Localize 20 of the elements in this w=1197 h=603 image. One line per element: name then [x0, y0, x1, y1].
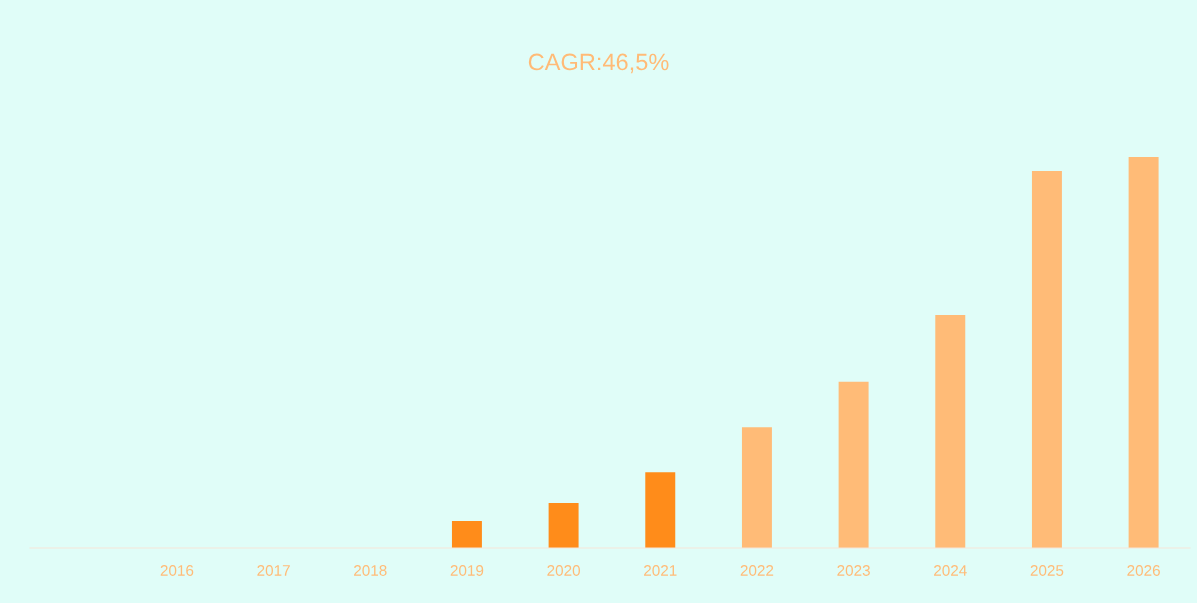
x-tick-label: 2019 [450, 565, 484, 576]
x-tick-label: 2018 [354, 565, 387, 576]
bar [645, 472, 676, 548]
bar [838, 381, 869, 548]
chart-title: CAGR:46,5% [528, 53, 669, 74]
x-tick-label: 2025 [1030, 565, 1064, 576]
bar [548, 503, 579, 548]
x-tick-label: 2023 [837, 565, 870, 576]
x-tick-label: 2022 [740, 565, 774, 576]
bar [741, 427, 772, 548]
bar [1031, 171, 1062, 548]
x-tick-label: 2026 [1127, 565, 1160, 576]
x-tick-label: 2017 [257, 565, 290, 576]
x-tick-label: 2024 [934, 565, 967, 576]
x-tick-label: 2016 [160, 565, 194, 576]
x-tick-label: 2021 [644, 565, 677, 576]
bar [451, 521, 482, 548]
bar [935, 314, 966, 548]
bar [1128, 157, 1159, 548]
x-tick-label: 2020 [547, 565, 580, 576]
